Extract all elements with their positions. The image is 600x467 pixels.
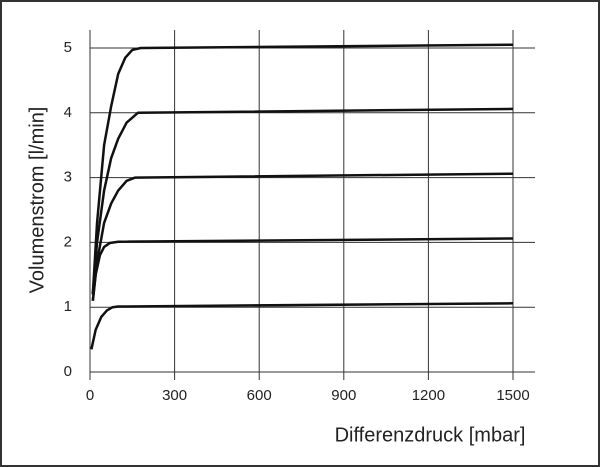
y-axis-label: Volumenstrom [l/min] — [26, 107, 48, 294]
y-tick-label: 4 — [64, 104, 72, 121]
y-tick-label: 0 — [64, 363, 72, 380]
x-tick-label: 1500 — [496, 387, 529, 404]
y-tick-label: 5 — [64, 39, 72, 56]
x-axis-label: Differenzdruck [mbar] — [335, 424, 526, 446]
x-tick-label: 900 — [331, 387, 356, 404]
x-tick-label: 300 — [162, 387, 187, 404]
data-line — [91, 172, 514, 301]
data-line — [90, 302, 514, 350]
y-tick-label: 1 — [64, 298, 72, 315]
x-tick-label: 600 — [247, 387, 272, 404]
y-tick-label: 3 — [64, 169, 72, 186]
x-tick-label: 1200 — [412, 387, 445, 404]
y-tick-label: 2 — [64, 233, 72, 250]
data-line — [91, 43, 514, 295]
x-tick-label: 0 — [86, 387, 94, 404]
data-line — [91, 107, 514, 295]
